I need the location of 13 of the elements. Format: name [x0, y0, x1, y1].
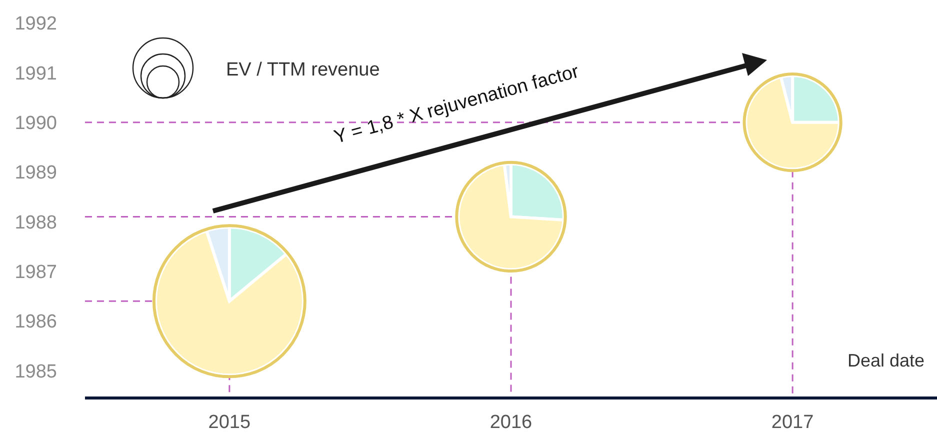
y-tick-label: 1990 — [14, 112, 57, 134]
y-tick-label: 1992 — [14, 14, 57, 35]
y-tick-label: 1987 — [14, 262, 57, 283]
y-tick-label: 1991 — [14, 63, 57, 84]
y-tick-label: 1988 — [14, 212, 57, 234]
x-tick-label: 2016 — [490, 412, 532, 433]
y-tick-label: 1986 — [14, 312, 57, 333]
x-axis-title: Deal date — [847, 350, 925, 370]
x-tick-label: 2017 — [771, 412, 814, 433]
legend-title: EV / TTM revenue — [226, 60, 380, 81]
x-tick-label: 2015 — [208, 412, 251, 433]
y-tick-label: 1989 — [14, 162, 57, 184]
y-tick-label: 1985 — [14, 361, 57, 382]
